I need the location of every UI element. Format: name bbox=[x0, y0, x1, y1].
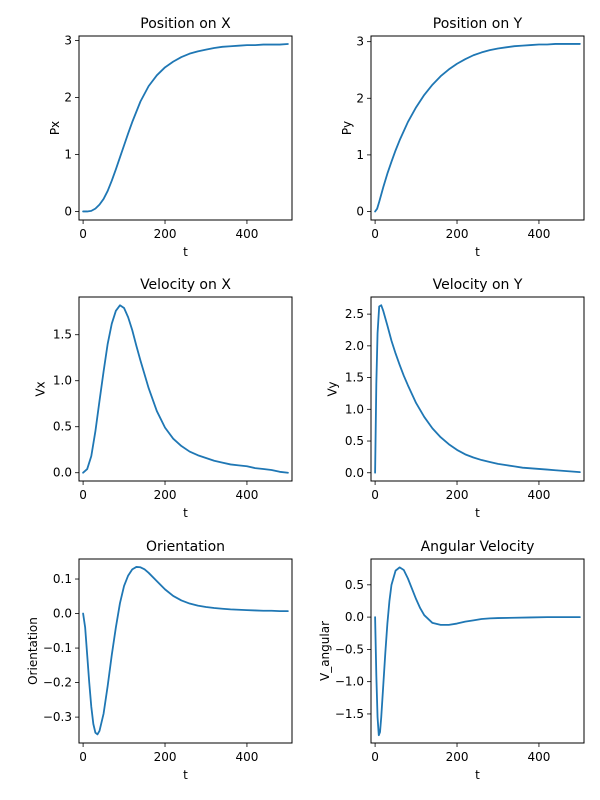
y-axis-label: V_angular bbox=[318, 621, 332, 681]
subplot-velocity-x: Velocity on X t Vx 0 200 400 0.0 0.5 1.0 1.5 bbox=[33, 277, 293, 520]
subplot-angular-velocity: Angular Velocity t V_angular 0 200 400 −1.5… bbox=[318, 539, 585, 782]
y-tick-label: 1.5 bbox=[345, 371, 364, 385]
y-tick-label: −0.5 bbox=[335, 642, 364, 656]
x-tick-label: 400 bbox=[527, 488, 550, 502]
x-axis-label: t bbox=[475, 768, 480, 782]
y-tick-label: −0.1 bbox=[43, 641, 72, 655]
subplot-title: Velocity on X bbox=[140, 277, 231, 293]
x-axis-label: t bbox=[183, 245, 188, 259]
x-axis-label: t bbox=[475, 245, 480, 259]
y-tick-label: 1 bbox=[356, 148, 364, 162]
axes-frame bbox=[78, 296, 293, 482]
y-tick-label: 2.5 bbox=[345, 307, 364, 321]
y-tick-label: 1 bbox=[64, 147, 72, 161]
x-tick-label: 400 bbox=[235, 488, 258, 502]
y-tick-label: 3 bbox=[64, 34, 72, 48]
y-axis-label: Py bbox=[340, 121, 354, 135]
x-tick-label: 200 bbox=[154, 488, 177, 502]
series-line bbox=[374, 43, 581, 213]
y-tick-label: 1.0 bbox=[345, 402, 364, 416]
subplot-orientation: Orientation t Orientation 0 200 400 −0.3 −0.… bbox=[26, 539, 293, 782]
axes-frame bbox=[370, 35, 585, 221]
x-tick-label: 200 bbox=[154, 227, 177, 241]
x-tick-label: 0 bbox=[79, 750, 87, 764]
x-tick-label: 200 bbox=[446, 750, 469, 764]
series-line bbox=[82, 304, 289, 474]
subplot-velocity-y: Velocity on Y t Vy 0 200 400 0.0 0.5 1.0 1.5 2.… bbox=[325, 277, 585, 520]
series-line bbox=[374, 566, 581, 737]
y-tick-label: 3 bbox=[356, 35, 364, 49]
y-tick-label: 1.0 bbox=[53, 374, 72, 388]
subplot-title: Position on X bbox=[140, 16, 231, 32]
subplot-title: Position on Y bbox=[433, 16, 523, 32]
x-axis-label: t bbox=[183, 768, 188, 782]
axes-frame bbox=[370, 558, 585, 744]
y-tick-label: 2.0 bbox=[345, 339, 364, 353]
y-tick-label: 0.5 bbox=[53, 420, 72, 434]
y-tick-label: 2 bbox=[64, 91, 72, 105]
y-axis-label: Vx bbox=[33, 381, 47, 396]
y-tick-label: 0 bbox=[64, 204, 72, 218]
x-tick-label: 0 bbox=[79, 227, 87, 241]
axes-frame bbox=[78, 35, 293, 221]
x-tick-label: 0 bbox=[371, 227, 379, 241]
y-tick-label: 0.5 bbox=[345, 578, 364, 592]
x-tick-label: 400 bbox=[235, 750, 258, 764]
y-tick-label: 0.5 bbox=[345, 434, 364, 448]
y-tick-label: 2 bbox=[356, 91, 364, 105]
y-tick-label: 0.0 bbox=[53, 466, 72, 480]
x-tick-label: 200 bbox=[446, 488, 469, 502]
y-tick-label: −1.5 bbox=[335, 707, 364, 721]
subplot-title: Orientation bbox=[146, 539, 225, 555]
series-line bbox=[82, 566, 289, 736]
x-tick-label: 200 bbox=[154, 750, 177, 764]
x-axis-label: t bbox=[183, 506, 188, 520]
subplot-position-x: Position on X t Px 0 200 400 0 1 2 3 bbox=[48, 16, 293, 259]
subplot-title: Velocity on Y bbox=[433, 277, 523, 293]
x-axis-label: t bbox=[475, 506, 480, 520]
x-tick-label: 400 bbox=[527, 227, 550, 241]
subplot-position-y: Position on Y t Py 0 200 400 0 1 2 3 bbox=[340, 16, 585, 259]
x-tick-label: 0 bbox=[79, 488, 87, 502]
axes-frame bbox=[78, 558, 293, 744]
y-tick-label: 0.1 bbox=[53, 572, 72, 586]
y-tick-label: −0.2 bbox=[43, 676, 72, 690]
subplot-title: Angular Velocity bbox=[421, 539, 535, 555]
x-tick-label: 0 bbox=[371, 750, 379, 764]
y-axis-label: Vy bbox=[325, 382, 339, 397]
x-tick-label: 200 bbox=[446, 227, 469, 241]
y-tick-label: 0 bbox=[356, 205, 364, 219]
y-tick-label: 0.0 bbox=[53, 607, 72, 621]
series-line bbox=[82, 43, 289, 213]
x-tick-label: 400 bbox=[235, 227, 258, 241]
y-tick-label: 1.5 bbox=[53, 328, 72, 342]
x-tick-label: 0 bbox=[371, 488, 379, 502]
axes-frame bbox=[370, 296, 585, 482]
y-tick-label: −1.0 bbox=[335, 675, 364, 689]
y-tick-label: 0.0 bbox=[345, 466, 364, 480]
y-tick-label: 0.0 bbox=[345, 610, 364, 624]
y-axis-label: Px bbox=[48, 121, 62, 135]
x-tick-label: 400 bbox=[527, 750, 550, 764]
series-line bbox=[374, 304, 581, 474]
y-axis-label: Orientation bbox=[26, 617, 40, 685]
y-tick-label: −0.3 bbox=[43, 710, 72, 724]
